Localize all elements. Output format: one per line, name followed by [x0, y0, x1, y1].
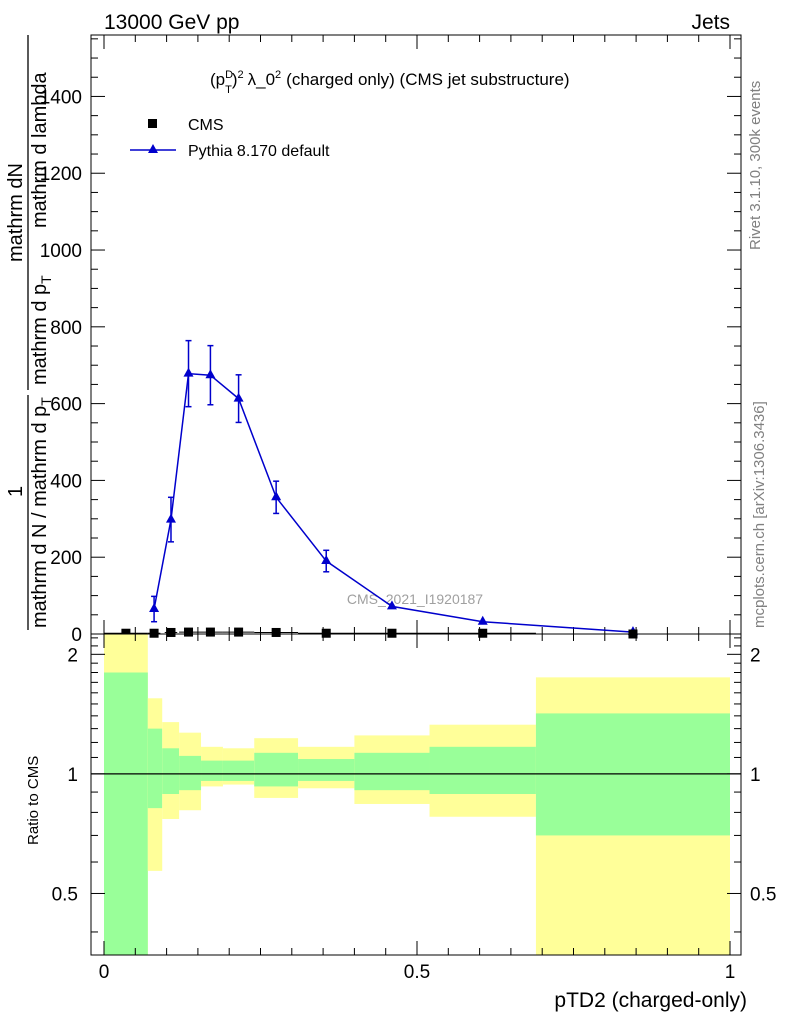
main-ytick-label: 800	[50, 318, 82, 339]
ratio-band-green	[354, 752, 430, 791]
xtick-label: 0	[99, 962, 110, 983]
ratio-ytick-label: 1	[67, 765, 78, 786]
main-ytick-label: 0	[71, 625, 82, 646]
ratio-ytick-label: 2	[67, 645, 78, 666]
cms-point	[184, 627, 194, 637]
main-ytick-labels: 0 200 400 600 800 1000 1200 1400	[40, 87, 82, 646]
main-ylabel-den: mathrm d N / mathrm d pT	[29, 397, 54, 628]
pythia-point	[205, 369, 216, 379]
header-left-label: 13000 GeV pp	[104, 11, 239, 34]
chart-title: (pD T)2 λ_02 (charged only) (CMS jet substr…	[210, 69, 570, 96]
cms-point	[205, 627, 215, 637]
legend-label-pythia: Pythia 8.170 default	[188, 143, 330, 160]
main-ytick-label: 1400	[40, 87, 82, 108]
main-ytick-label: 1000	[40, 241, 82, 262]
pythia-point	[386, 600, 397, 610]
cms-point	[234, 627, 244, 637]
ratio-ytick-labels: 0.5 0.5 1 1 2 2	[52, 645, 777, 905]
ratio-ytick-label: 0.5	[52, 884, 78, 905]
ratio-band-green	[222, 760, 255, 781]
legend-label-cms: CMS	[188, 117, 224, 134]
pythia-point	[271, 491, 282, 501]
main-ytick-label: 600	[50, 395, 82, 416]
cms-point	[166, 627, 176, 637]
pythia-line	[153, 372, 634, 633]
ratio-ytick-label-right: 0.5	[750, 884, 776, 905]
ratio-band-green	[104, 672, 148, 955]
cms-point	[478, 628, 488, 638]
main-ylabel-num: 1	[5, 486, 27, 497]
mcplots-reference-label: mcplots.cern.ch [arXiv:1306.3436]	[751, 401, 768, 628]
main-ylabel-top-third: mathrm d lambda	[29, 72, 51, 228]
ratio-ytick-label-right: 1	[750, 765, 761, 786]
ratio-band-green	[254, 752, 299, 787]
main-ylabel: mathrm dN mathrm d pT mathrm d lambda 1 …	[5, 35, 54, 630]
ratio-band-green	[162, 748, 180, 794]
main-grid-ticks	[91, 35, 741, 635]
legend-marker-pythia	[148, 144, 158, 153]
main-ytick-label: 400	[50, 471, 82, 492]
main-ylabel-top-second: mathrm d pT	[29, 275, 54, 385]
main-ytick-label: 200	[50, 548, 82, 569]
xtick-label: 0.5	[404, 962, 430, 983]
legend-marker-cms	[148, 119, 157, 128]
pythia-series	[149, 339, 638, 636]
ratio-frame	[90, 633, 742, 956]
ratio-panel: 0.5 0.51 12 2 0 0.5 1	[52, 633, 777, 983]
ratio-ytick-label-right: 2	[750, 645, 761, 666]
ratio-ylabel: Ratio to CMS	[25, 756, 42, 845]
pythia-point	[233, 392, 244, 402]
pythia-point	[477, 615, 488, 625]
pythia-point	[183, 367, 194, 377]
ratio-ticks	[91, 634, 741, 955]
xtick-labels: 0 0.5 1	[99, 962, 736, 983]
main-ylabel-top: mathrm dN	[5, 163, 27, 262]
pythia-point	[165, 513, 176, 523]
pythia-point	[321, 555, 332, 565]
analysis-watermark: CMS_2021_I1920187	[347, 591, 483, 607]
main-panel: (pD T)2 λ_02 (charged only) (CMS jet substr…	[40, 34, 742, 646]
pythia-point	[149, 603, 160, 613]
xaxis-label: pTD2 (charged-only)	[554, 989, 747, 1012]
ratio-band-green	[429, 746, 536, 794]
cms-point	[387, 628, 397, 638]
xtick-label: 1	[725, 962, 736, 983]
ratio-band-green	[147, 728, 163, 809]
cms-point	[321, 628, 331, 638]
legend: CMS Pythia 8.170 default	[130, 117, 330, 160]
ratio-band-green	[201, 760, 223, 781]
ratio-bands	[104, 634, 730, 955]
main-ytick-label: 1200	[40, 164, 82, 185]
cms-point	[121, 628, 131, 638]
header-right-label: Jets	[691, 11, 730, 34]
ratio-band-green	[298, 759, 355, 781]
rivet-version-label: Rivet 3.1.10, 300k events	[747, 81, 764, 250]
cms-point	[271, 627, 281, 637]
ratio-band-green	[179, 755, 202, 791]
cms-point	[149, 628, 159, 638]
